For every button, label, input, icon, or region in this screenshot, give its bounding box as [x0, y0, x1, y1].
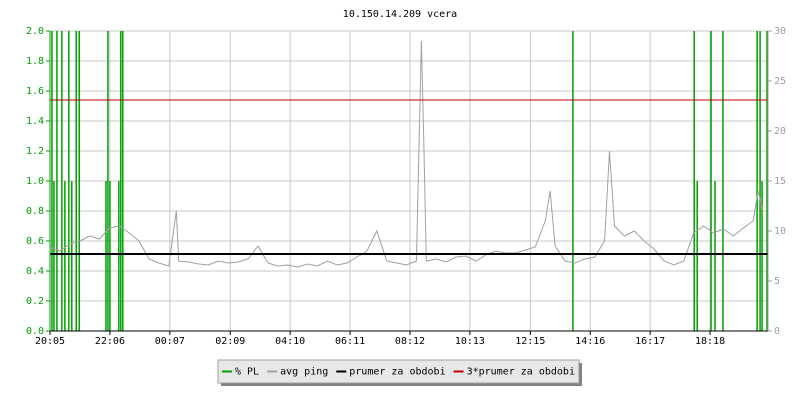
- y-tick-label: 0.6: [26, 236, 44, 247]
- y-tick-label: 1.0: [26, 176, 44, 187]
- x-tick-label: 06:11: [335, 336, 365, 347]
- y-tick-label: 0.8: [26, 206, 44, 217]
- legend-label: % PL: [235, 367, 259, 378]
- y-tick-label: 0.4: [26, 266, 44, 277]
- y2-tick-label: 30: [774, 26, 786, 37]
- ping-line: [49, 40, 764, 268]
- x-tick-label: 12:15: [515, 336, 545, 347]
- x-tick-label: 18:18: [695, 336, 725, 347]
- y2-tick-label: 25: [774, 76, 786, 87]
- x-tick-label: 08:12: [395, 336, 425, 347]
- x-tick-label: 16:17: [635, 336, 665, 347]
- y2-tick-label: 20: [774, 126, 786, 137]
- y-tick-label: 0.2: [26, 296, 44, 307]
- y2-tick-label: 10: [774, 226, 786, 237]
- x-tick-label: 04:10: [275, 336, 305, 347]
- y2-tick-label: 5: [774, 276, 780, 287]
- y-tick-label: 1.8: [26, 56, 44, 67]
- chart-title: 10.150.14.209 vcera: [343, 9, 457, 20]
- x-tick-label: 22:06: [95, 336, 125, 347]
- y2-tick-label: 0: [774, 326, 780, 337]
- y-tick-label: 1.6: [26, 86, 44, 97]
- x-tick-label: 20:05: [35, 336, 65, 347]
- legend-label: avg ping: [280, 367, 328, 378]
- y-tick-label: 1.2: [26, 146, 44, 157]
- legend-label: 3*prumer za obdobi: [467, 367, 575, 378]
- y2-tick-label: 15: [774, 176, 786, 187]
- legend: [217, 359, 580, 384]
- y-tick-label: 1.4: [26, 116, 44, 127]
- y-tick-label: 0.0: [26, 326, 44, 337]
- x-tick-label: 10:13: [455, 336, 485, 347]
- x-tick-label: 14:16: [575, 336, 605, 347]
- legend-label: prumer za obdobi: [349, 367, 445, 378]
- x-tick-label: 02:09: [215, 336, 245, 347]
- x-tick-label: 00:07: [155, 336, 185, 347]
- y-tick-label: 2.0: [26, 26, 44, 37]
